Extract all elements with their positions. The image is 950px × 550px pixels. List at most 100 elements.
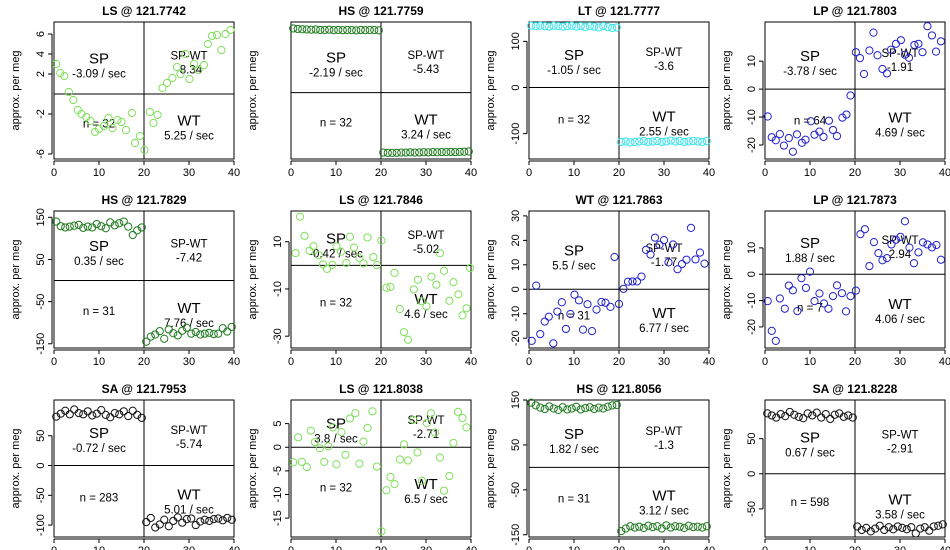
data-point [929, 522, 938, 531]
data-point [359, 437, 368, 446]
x-tick-label: 0 [288, 545, 294, 550]
y-axis-label: approx. per meg [485, 50, 497, 130]
data-point [181, 49, 190, 59]
data-point [332, 460, 341, 469]
data-point [826, 414, 835, 424]
data-point [617, 137, 626, 147]
sp-rate: 3.8 / sec [314, 434, 358, 446]
y-tick-label: 0 [272, 444, 284, 450]
data-point [590, 404, 599, 414]
data-point [635, 137, 644, 146]
data-point [349, 243, 359, 252]
sp-label: SP [326, 50, 346, 67]
data-point [608, 401, 617, 410]
data-point [603, 22, 612, 32]
spwt-value: -5.02 [413, 244, 439, 256]
spwt-value: -2.71 [413, 429, 439, 441]
data-point [865, 46, 874, 55]
x-tick-label: 10 [804, 545, 816, 550]
data-point [527, 336, 536, 346]
data-point [218, 516, 227, 525]
data-point [626, 138, 635, 147]
n-label: n = 32 [320, 483, 352, 495]
wt-label: WT [652, 488, 675, 505]
wt-label: WT [888, 109, 911, 126]
data-point [110, 221, 119, 230]
data-point [819, 132, 828, 142]
data-point [927, 31, 937, 40]
data-point [320, 25, 329, 35]
data-point [553, 307, 562, 316]
data-point [413, 275, 422, 284]
data-point [695, 248, 705, 257]
data-point [65, 222, 74, 231]
data-point [140, 145, 149, 155]
data-point [377, 527, 386, 536]
data-point [812, 408, 821, 417]
data-point [172, 62, 181, 72]
data-point [916, 524, 925, 533]
data-point [557, 298, 566, 307]
scatter-panel: LS @ 121.7742 approx. per meg 0 10 20 30 40 -6 -… [10, 4, 240, 179]
scatter-panel: HS @ 121.7829 approx. per meg 0 10 20 30 40 -15… [10, 193, 240, 368]
wt-rate: 2.55 / sec [639, 127, 689, 139]
data-point [914, 39, 923, 48]
data-point [767, 411, 776, 420]
data-point [298, 25, 307, 34]
sp-rate: -1.05 / sec [547, 65, 601, 77]
data-point [153, 110, 162, 120]
n-label: n = 32 [558, 115, 590, 127]
data-point [684, 521, 693, 530]
data-point [439, 486, 449, 495]
data-point [567, 404, 576, 413]
data-point [578, 325, 588, 334]
data-point [65, 410, 74, 419]
data-point [780, 304, 789, 313]
data-point [536, 329, 545, 339]
data-point [146, 332, 155, 341]
spwt-label: SP-WT [645, 426, 682, 438]
data-point [221, 29, 230, 39]
y-tick-label: 10 [746, 55, 758, 67]
data-point [684, 137, 693, 146]
data-point [792, 130, 802, 139]
data-point [302, 462, 311, 472]
sp-rate: -0.72 / sec [72, 443, 126, 455]
data-point [176, 69, 185, 79]
wt-label: WT [888, 296, 911, 313]
x-tick-label: 40 [228, 167, 240, 179]
y-axis-label: approx. per meg [247, 428, 259, 508]
data-point [205, 328, 214, 337]
y-tick-label: -5 [272, 466, 284, 476]
y-tick-label: 0 [510, 84, 522, 90]
y-tick-label: -150 [35, 333, 47, 355]
data-point [874, 249, 883, 258]
y-tick-label: -50 [35, 487, 47, 503]
scatter-panel: SA @ 121.7953 approx. per meg 0 10 20 30 40 -10… [10, 382, 240, 550]
data-point [637, 272, 646, 281]
x-tick-label: 0 [288, 356, 294, 368]
x-tick-label: 30 [894, 545, 906, 550]
data-point [936, 37, 946, 46]
spwt-label: SP-WT [645, 243, 682, 255]
data-point [801, 135, 810, 144]
data-point [74, 409, 83, 418]
data-point [677, 259, 687, 269]
data-point [196, 330, 205, 339]
data-point [878, 256, 887, 265]
n-label: n = 32 [320, 298, 352, 310]
data-point [585, 403, 594, 412]
data-point [86, 116, 95, 126]
data-point [869, 237, 878, 247]
data-point [97, 406, 106, 415]
scatter-panel: LS @ 121.7846 approx. per meg 0 10 20 30 40 -30… [247, 193, 477, 368]
data-point [466, 264, 475, 273]
data-point [572, 402, 581, 411]
n-label: n = 32 [320, 118, 352, 130]
wt-label: WT [414, 291, 437, 308]
y-tick-label: 20 [510, 234, 522, 246]
wt-rate: 7.76 / sec [164, 318, 214, 330]
data-point [399, 440, 409, 449]
sp-label: SP [326, 230, 346, 247]
